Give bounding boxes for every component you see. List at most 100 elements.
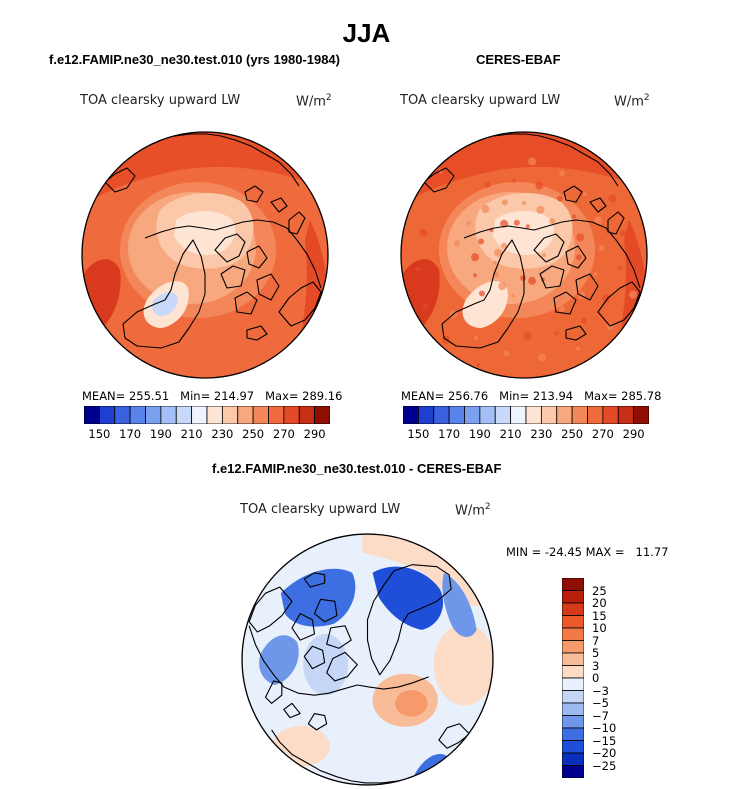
texture-speckle (618, 265, 623, 270)
colorbar-tick-label: 230 (530, 427, 553, 441)
texture-speckle (512, 178, 517, 183)
greenland-ice-core (152, 292, 178, 316)
coastline (539, 265, 565, 289)
panel-2-colorbar-labels: 150 170 190 210 230 250 270 290 (403, 427, 649, 443)
colorbar-swatch (510, 406, 527, 424)
panel-1-colorbar (84, 406, 330, 424)
panel-2-units-base: W/m (614, 94, 644, 110)
colorbar-tick-label: −7 (592, 708, 609, 723)
colorbar-swatch (252, 406, 269, 424)
texture-speckle (575, 254, 582, 261)
panel-1-mean-value: 255.51 (128, 389, 170, 403)
panel-1-variable-label: TOA clearsky upward LW (80, 93, 241, 108)
texture-speckle (619, 230, 626, 237)
colorbar-tick-label: 290 (622, 427, 645, 441)
texture-speckle (594, 216, 603, 225)
panel-3-polar-map (241, 533, 494, 786)
texture-speckle (571, 214, 576, 219)
coastline (565, 325, 587, 341)
texture-speckle (474, 336, 478, 341)
coastline (303, 572, 326, 588)
panel-2-colorbar (403, 406, 649, 424)
colorbar-swatch (417, 406, 435, 424)
colorbar-tick-label: 290 (303, 427, 326, 441)
colorbar-swatch (298, 406, 316, 424)
coastline (589, 197, 607, 213)
texture-speckle (528, 157, 537, 166)
texture-speckle (629, 290, 638, 299)
colorbar-swatch (556, 406, 573, 424)
texture-speckle (476, 362, 481, 367)
panel-3-min-label: MIN = (506, 545, 542, 559)
texture-speckle (536, 205, 545, 214)
coastline (438, 723, 471, 749)
coastline (533, 233, 565, 263)
coastline (307, 712, 328, 731)
panel-1-units: W/m2 (296, 93, 332, 109)
texture-speckle (523, 331, 532, 340)
colorbar-swatch (562, 578, 584, 591)
coastline (303, 645, 326, 670)
coastline (366, 564, 452, 676)
panel-2-variable-label: TOA clearsky upward LW (400, 93, 561, 108)
colorbar-tick-label: 0 (592, 671, 600, 685)
colorbar-tick-label: 5 (592, 646, 600, 660)
texture-speckle (581, 317, 588, 324)
panel-3-variable-label: TOA clearsky upward LW (240, 502, 401, 517)
panel-1-min-value: 214.97 (213, 389, 255, 403)
panel-3-max-value: 11.77 (635, 545, 669, 559)
negative-region (259, 635, 299, 685)
colorbar-tick-label: 270 (591, 427, 614, 441)
texture-speckle (542, 253, 546, 257)
negative-region (372, 566, 444, 630)
coastline (288, 211, 306, 235)
colorbar-tick-label: 7 (592, 633, 600, 648)
coastline (565, 245, 587, 269)
colorbar-swatch (562, 765, 584, 778)
texture-speckle (576, 233, 585, 242)
texture-speckle (538, 353, 547, 362)
panel-2-max-value: 285.78 (621, 389, 662, 403)
colorbar-swatch (562, 640, 584, 654)
panel-1-units-base: W/m (296, 94, 326, 110)
coastline (256, 273, 280, 301)
coastline (291, 613, 316, 641)
panel-2-units-exp: 2 (643, 93, 650, 103)
panel-2-mean-label: MEAN= (401, 389, 445, 403)
colorbar-tick-label: 210 (499, 427, 522, 441)
colorbar-swatch (448, 406, 465, 424)
colorbar-tick-label: 230 (211, 427, 234, 441)
positive-region (433, 623, 493, 706)
texture-speckle (481, 205, 490, 214)
texture-speckle (498, 282, 507, 291)
colorbar-swatch (283, 406, 300, 424)
panel-3-header: f.e12.FAMIP.ne30_ne30.test.010 - CERES-E… (212, 461, 502, 476)
panel-3-min-value: -24.45 (544, 545, 582, 559)
coastline (104, 167, 136, 193)
coastline (553, 291, 577, 315)
texture-speckle (422, 303, 429, 310)
coastline (575, 273, 599, 301)
colorbar-swatch (562, 740, 584, 754)
coastline (423, 167, 455, 193)
coastline (264, 680, 283, 704)
coastline (326, 625, 352, 649)
panel-1-header: f.e12.FAMIP.ne30_ne30.test.010 (yrs 1980… (49, 52, 340, 67)
texture-speckle (511, 293, 516, 298)
colorbar-tick-label: −20 (592, 746, 617, 760)
colorbar-swatch (403, 406, 419, 424)
colorbar-swatch (562, 627, 584, 641)
panel-2-max-label: Max= (584, 389, 618, 403)
colorbar-tick-label: −25 (592, 758, 617, 773)
coastline (270, 197, 288, 213)
panel-3-colorbar-labels: 25 20 15 10 7 5 3 0 −3 −5 −7 −10 −15 −20 −25 (592, 578, 632, 778)
colorbar-swatch (633, 406, 649, 424)
colorbar-tick-label: 3 (592, 658, 600, 673)
colorbar-swatch (562, 690, 584, 704)
colorbar-swatch (571, 406, 588, 424)
texture-speckle (478, 238, 485, 245)
texture-speckle (554, 331, 559, 336)
colorbar-swatch (562, 677, 584, 691)
texture-speckle (503, 350, 510, 357)
coastline (597, 281, 641, 327)
